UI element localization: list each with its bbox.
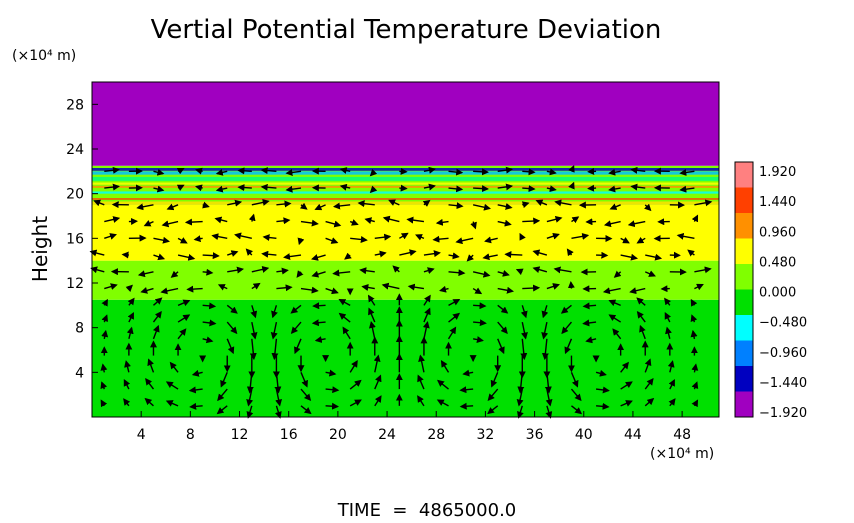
field-band — [92, 82, 719, 166]
colorbar-segment — [735, 315, 753, 341]
x-tick-label: 8 — [186, 427, 195, 443]
wind-arrow — [203, 305, 215, 306]
wind-arrow — [522, 171, 534, 172]
wind-arrow — [203, 255, 219, 256]
colorbar-tick-label: −1.920 — [759, 406, 807, 421]
y-tick-label: 28 — [66, 97, 84, 113]
x-unit-label: (×10⁴ m) — [650, 446, 714, 462]
wind-arrow — [473, 171, 487, 172]
colorbar-tick-label: −1.440 — [759, 376, 807, 391]
field-layer — [92, 168, 719, 171]
colorbar-segment — [735, 188, 753, 214]
colorbar-tick-label: 1.920 — [759, 165, 796, 180]
x-tick-label: 48 — [673, 427, 691, 443]
colorbar-segment — [735, 366, 753, 392]
colorbar-segment — [735, 341, 753, 367]
y-tick-label: 20 — [66, 187, 84, 203]
wind-arrow — [571, 282, 572, 288]
y-unit-label: (×10⁴ m) — [12, 48, 76, 64]
wind-arrow — [123, 254, 129, 255]
y-tick-label: 8 — [75, 321, 84, 337]
field-layer — [92, 183, 719, 185]
wind-arrow — [239, 187, 252, 188]
wind-arrow — [188, 289, 203, 290]
colorbar-tick-label: 0.480 — [759, 255, 796, 270]
y-tick-label: 24 — [66, 142, 84, 158]
field-layer — [92, 186, 719, 188]
y-axis-title: Height — [28, 216, 52, 282]
chart-title: Vertial Potential Temperature Deviation — [151, 15, 662, 45]
y-tick-label: 16 — [66, 231, 84, 247]
x-tick-label: 32 — [476, 427, 494, 443]
colorbar-segment — [735, 264, 753, 290]
wind-arrow — [522, 288, 538, 289]
colorbar-tick-label: −0.960 — [759, 346, 807, 361]
wind-arrow — [596, 406, 608, 407]
field-layer — [92, 177, 719, 181]
field-band — [92, 205, 719, 261]
wind-arrow — [584, 305, 596, 306]
x-tick-label: 28 — [427, 427, 445, 443]
colorbar-tick-label: −0.480 — [759, 316, 807, 331]
x-tick-label: 36 — [526, 427, 544, 443]
wind-arrow — [522, 188, 534, 189]
colorbar-segment — [735, 213, 753, 239]
field-layer — [92, 198, 719, 200]
y-tick-label: 4 — [75, 365, 84, 381]
wind-arrow — [186, 222, 202, 223]
time-footer: TIME = 4865000.0 — [337, 500, 517, 519]
wind-arrow — [461, 406, 473, 407]
x-tick-label: 16 — [280, 427, 298, 443]
colorbar-segment — [735, 162, 753, 188]
x-tick-label: 4 — [137, 427, 146, 443]
colorbar-tick-label: 0.000 — [759, 286, 796, 301]
field-layer — [92, 201, 719, 204]
x-tick-label: 24 — [378, 427, 396, 443]
colorbar-tick-label: 0.960 — [759, 225, 796, 240]
y-tick-label: 12 — [66, 276, 84, 292]
colorbar-segment — [735, 290, 753, 316]
wind-arrow — [522, 221, 539, 222]
colorbar-segment — [735, 239, 753, 265]
wind-arrow — [473, 188, 487, 189]
wind-arrow — [239, 170, 252, 171]
colorbar-tick-label: 1.440 — [759, 195, 796, 210]
field-band — [92, 261, 719, 300]
x-tick-label: 20 — [329, 427, 347, 443]
wind-arrow — [191, 406, 203, 407]
wind-arrow — [473, 305, 485, 306]
field-layer — [92, 191, 719, 193]
wind-arrow — [314, 305, 326, 306]
wind-arrow — [326, 406, 338, 407]
x-tick-label: 44 — [624, 427, 642, 443]
x-tick-label: 40 — [575, 427, 593, 443]
colorbar-segment — [735, 392, 753, 418]
x-tick-label: 12 — [231, 427, 249, 443]
wind-arrow — [506, 254, 523, 255]
